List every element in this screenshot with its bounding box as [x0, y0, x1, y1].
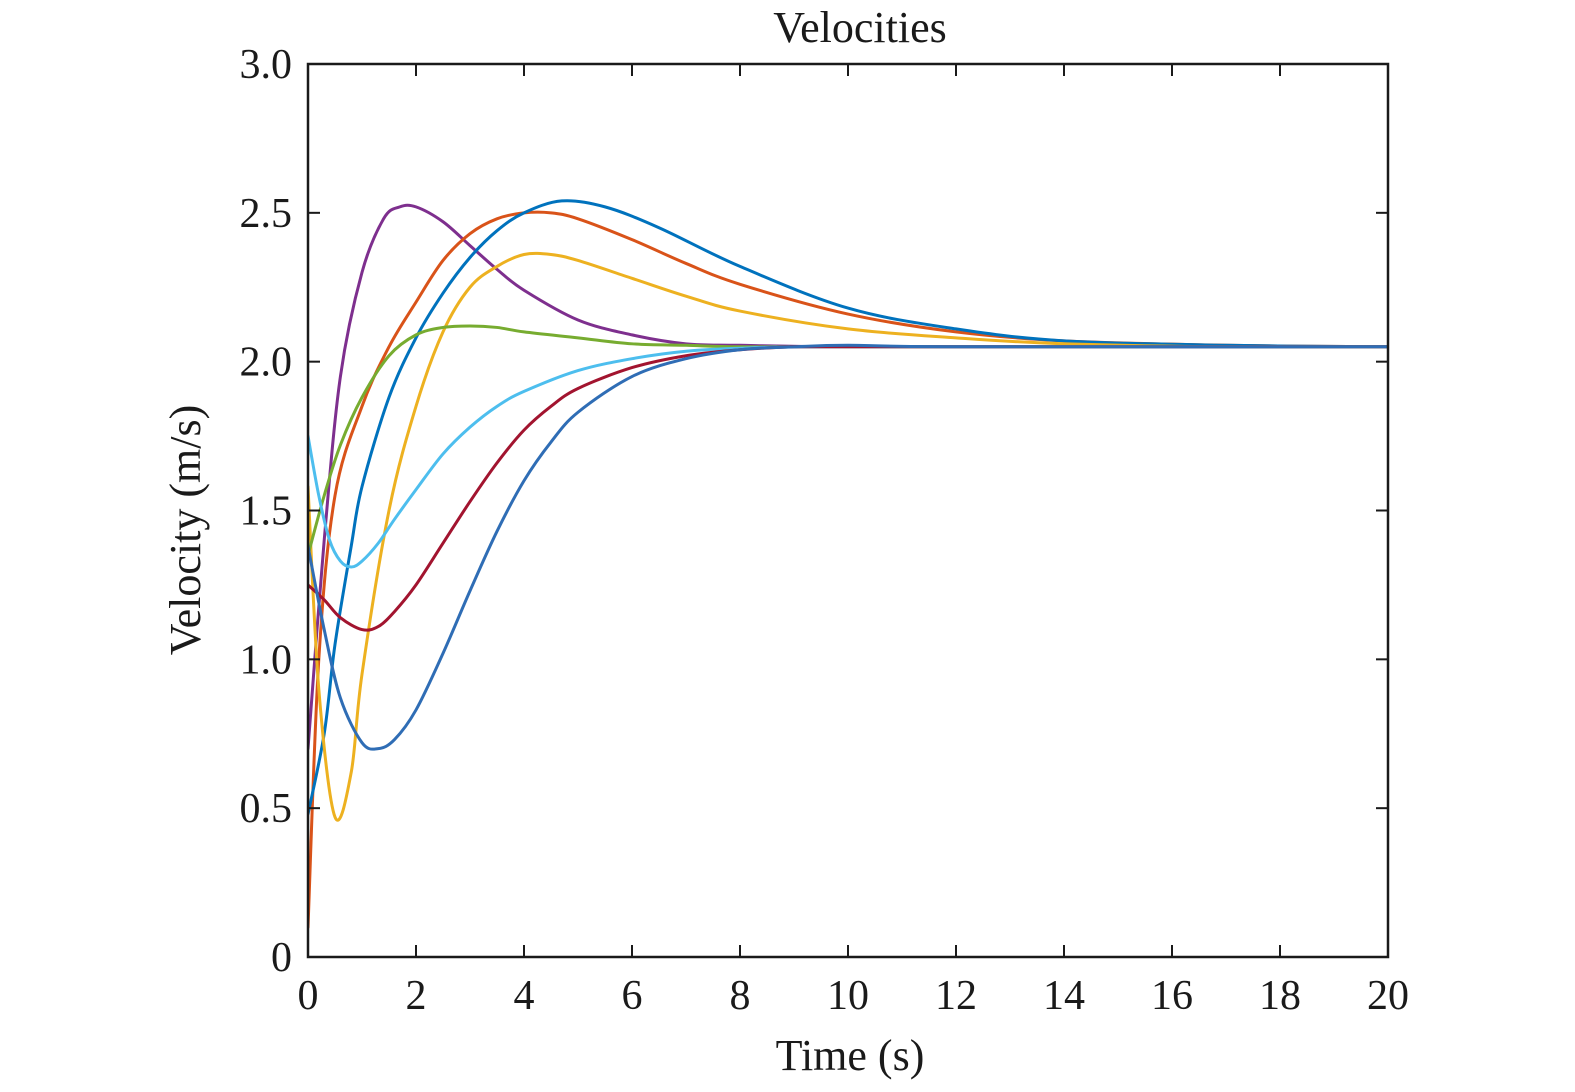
series-line-5: [308, 324, 1388, 557]
y-axis: 0 0.5 1.0 1.5 2.0 2.5 3.0: [240, 42, 1388, 981]
x-tick-label: 0: [298, 973, 319, 1019]
x-axis-title: Time (s): [776, 1031, 925, 1080]
y-tick-label: 1.0: [240, 637, 293, 683]
y-tick-label: 0: [271, 935, 292, 981]
x-tick-label: 18: [1259, 973, 1301, 1019]
y-tick-label: 2.5: [240, 191, 293, 237]
x-tick-label: 12: [935, 973, 977, 1019]
x-tick-label: 20: [1367, 973, 1409, 1019]
series-lines: [308, 199, 1388, 929]
x-tick-label: 6: [622, 973, 643, 1019]
x-tick-label: 10: [827, 973, 869, 1019]
x-tick-label: 2: [406, 973, 427, 1019]
chart-title: Velocities: [773, 3, 947, 52]
y-tick-label: 2.0: [240, 340, 293, 386]
x-tick-label: 14: [1043, 973, 1085, 1019]
series-line-2: [308, 210, 1388, 929]
x-tick-label: 16: [1151, 973, 1193, 1019]
y-axis-title: Velocity (m/s): [161, 405, 210, 656]
x-tick-label: 4: [514, 973, 535, 1019]
series-line-3: [308, 199, 1388, 816]
y-tick-label: 0.5: [240, 786, 293, 832]
y-tick-label: 3.0: [240, 42, 293, 88]
plot-frame: [306, 62, 1390, 959]
series-line-4: [308, 251, 1388, 822]
y-tick-label: 1.5: [240, 489, 293, 535]
series-line-8: [308, 343, 1388, 751]
x-tick-label: 8: [730, 973, 751, 1019]
x-axis: 0 2 4 6 8 10 12 14 16 18 20: [298, 64, 1409, 1019]
plot-area: [308, 199, 1388, 929]
series-line-6: [308, 345, 1388, 569]
